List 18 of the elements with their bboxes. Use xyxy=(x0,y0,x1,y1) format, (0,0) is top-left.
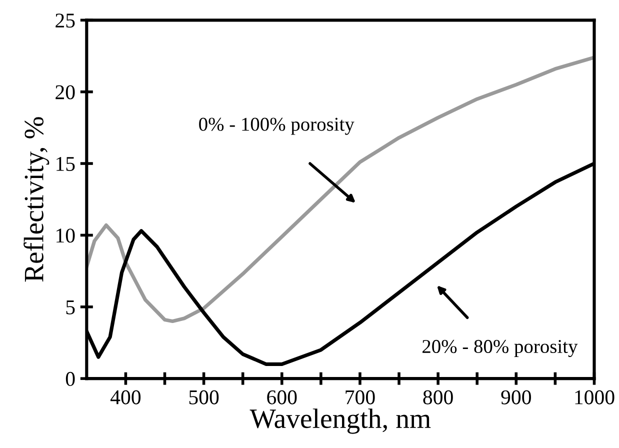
line-series xyxy=(86,56,594,324)
x-tick-label: 800 xyxy=(423,390,453,404)
y-tick-label: 15 xyxy=(56,156,75,171)
y-tick-label: 0 xyxy=(66,372,75,386)
x-tick-label: 900 xyxy=(501,390,531,404)
y-tick-label: 5 xyxy=(66,300,75,314)
x-tick-label: 500 xyxy=(189,390,219,404)
x-tick-label: 700 xyxy=(346,390,375,404)
y-tick-label: 10 xyxy=(56,228,75,243)
annotation: 0% - 100% porosity xyxy=(199,118,354,135)
annotation: 20% - 80% porosity xyxy=(422,340,578,358)
x-tick-label: 400 xyxy=(110,390,141,404)
x-tick-label: 1000 xyxy=(575,390,614,404)
x-tick-label: 600 xyxy=(267,390,297,404)
y-axis-title: Reflectivity, % xyxy=(24,117,50,282)
x-axis-title: Wavelength, nm xyxy=(250,408,431,434)
y-tick-label: 20 xyxy=(56,85,75,100)
y-tick-label: 25 xyxy=(56,14,75,28)
